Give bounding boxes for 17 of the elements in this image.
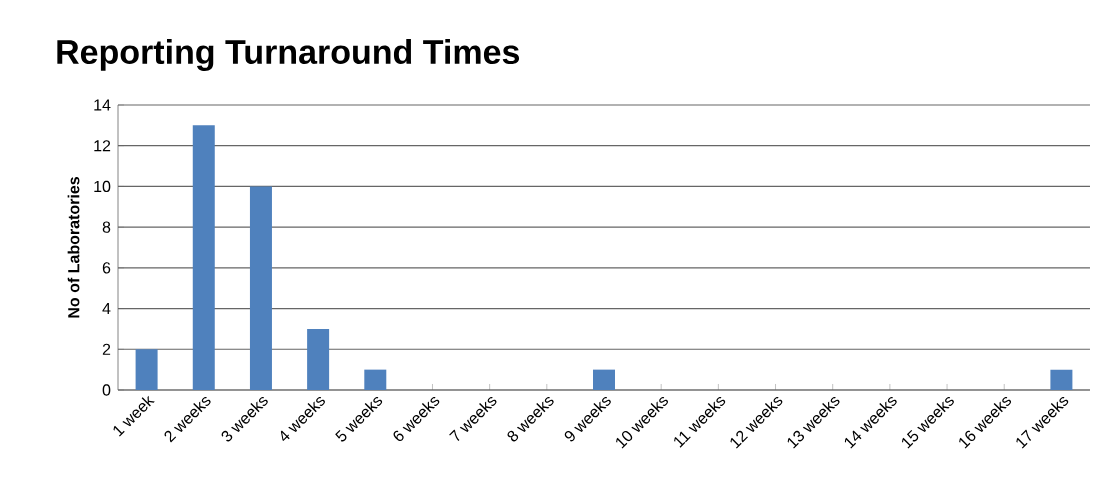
bar — [192, 125, 215, 390]
y-tick-label: 4 — [102, 303, 111, 315]
y-tick-label: 0 — [102, 384, 111, 396]
bar — [1050, 369, 1073, 390]
bar — [364, 369, 387, 390]
bar — [249, 186, 272, 390]
bar — [135, 349, 158, 390]
chart-title: Reporting Turnaround Times — [57, 39, 520, 71]
y-axis-title: No of Laboratories — [67, 177, 80, 318]
y-tick-label: 10 — [94, 180, 111, 193]
y-tick-label: 8 — [102, 221, 111, 233]
bar — [307, 328, 330, 390]
y-tick-label: 14 — [94, 99, 111, 111]
y-tick-label: 12 — [94, 140, 111, 152]
y-tick-label: 6 — [102, 262, 111, 274]
y-tick-label: 2 — [102, 343, 111, 355]
bar — [593, 369, 615, 390]
